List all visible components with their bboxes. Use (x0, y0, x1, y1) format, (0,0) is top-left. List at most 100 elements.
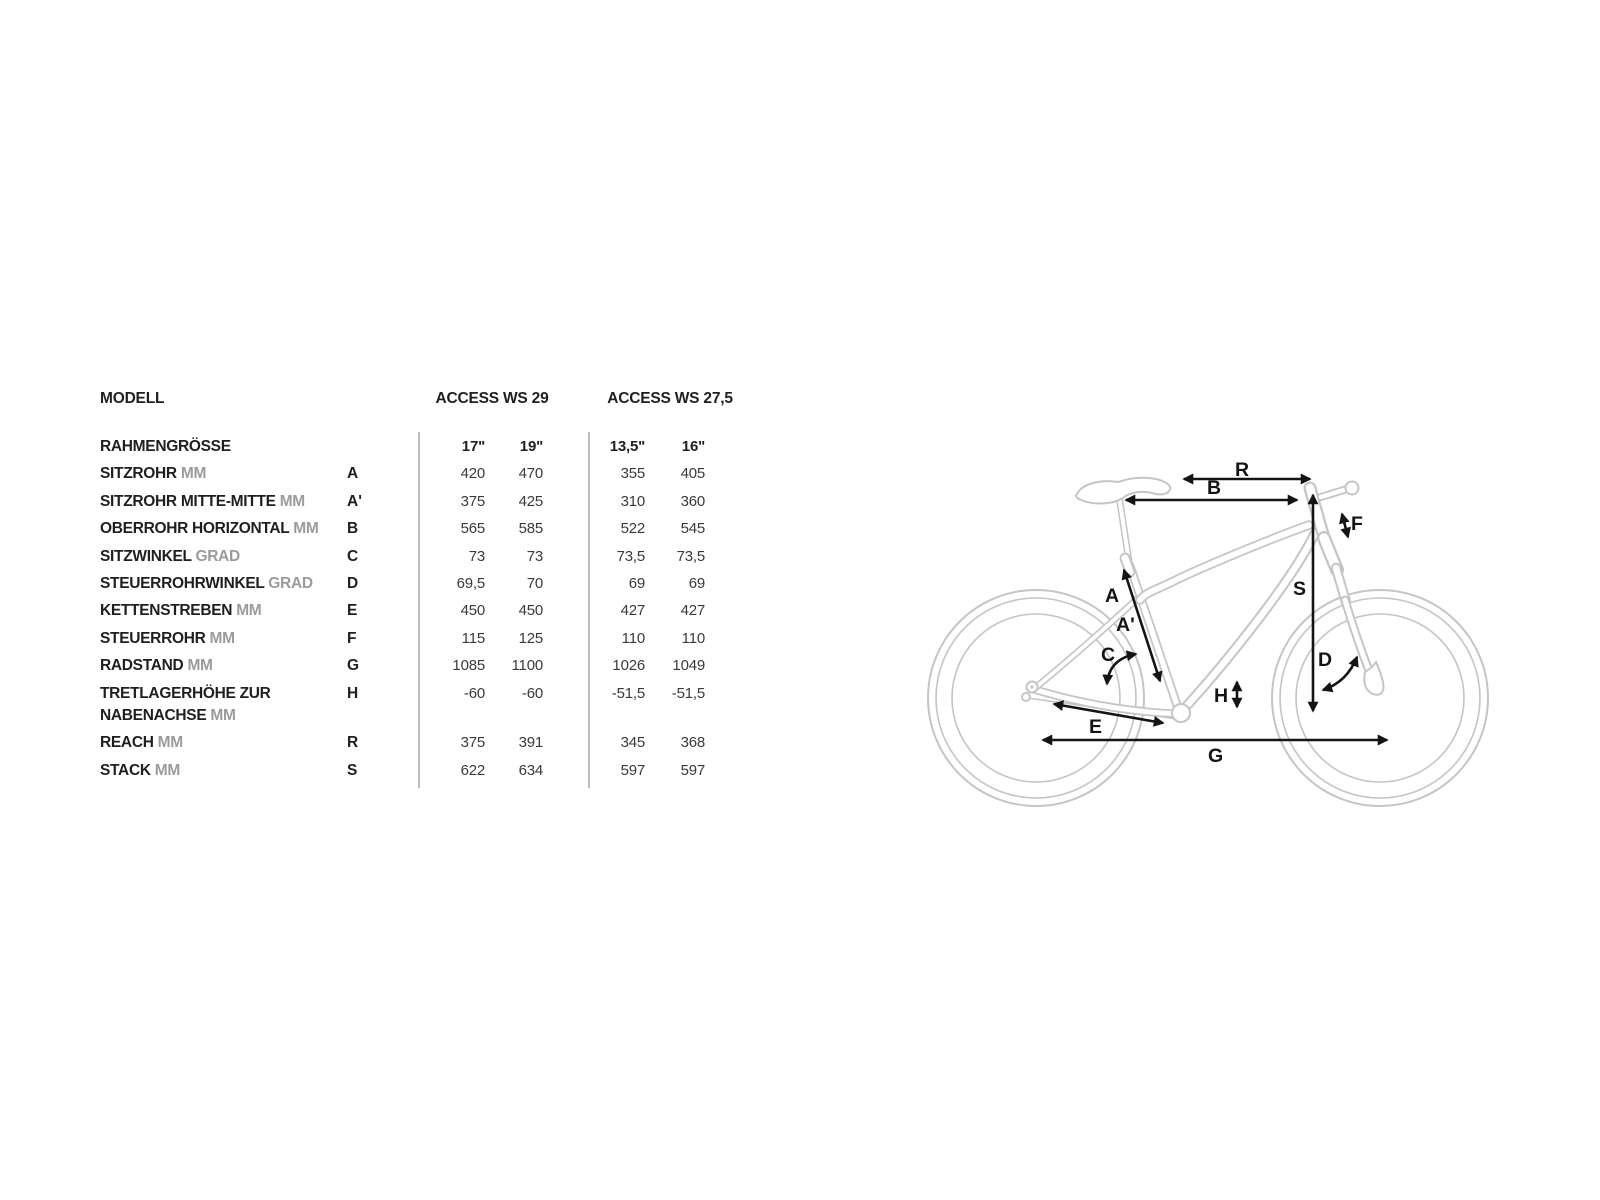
dim-label-r: R (1235, 459, 1249, 481)
dim-arrow-seattube (1121, 568, 1163, 683)
table-row-size: RAHMENGRÖSSE 17" 19" 13,5" 16" (100, 433, 705, 460)
saddle (1075, 476, 1172, 505)
row-value: 115 (461, 629, 486, 647)
row-value: 368 (680, 734, 706, 752)
row-value: 110 (681, 629, 706, 647)
row-label-cell: RADSTAND MM (100, 652, 347, 679)
row-value: 375 (460, 734, 486, 752)
row-unit: MM (209, 629, 236, 647)
dim-arrow-headtube (1339, 512, 1351, 539)
row-value: 522 (620, 520, 646, 538)
row-label-cell: STACK MM (100, 757, 347, 784)
rear-wheel (927, 589, 1145, 807)
row-value: 310 (620, 492, 646, 510)
row-unit: MM (187, 657, 213, 675)
table-row: SITZROHR MM A 420 470 355 405 (100, 460, 705, 487)
model-header: MODELL (100, 390, 165, 407)
row-value: 470 (518, 465, 544, 483)
row-value: -51,5 (671, 684, 705, 702)
size-value: 19" (519, 438, 543, 455)
row-label: STACK (100, 761, 151, 779)
row-value: 622 (460, 761, 486, 779)
row-letter: G (347, 657, 360, 675)
row-label: RADSTAND (100, 657, 184, 675)
bottom-bracket (1171, 703, 1191, 723)
dim-label-h: H (1214, 685, 1228, 707)
bike-frame (1021, 476, 1385, 723)
row-value: -51,5 (611, 684, 645, 702)
table-row: STACK MM S 622 634 597 597 (100, 757, 705, 784)
row-label-cell: KETTENSTREBEN MM (100, 597, 347, 624)
table-row: SITZWINKEL GRAD C 73 73 73,5 73,5 (100, 543, 705, 570)
row-value: 427 (680, 602, 706, 620)
size-value: 16" (681, 438, 705, 455)
dim-label-c: C (1101, 644, 1115, 666)
dim-label-a: A (1105, 585, 1119, 607)
table-row: TRETLAGERHÖHE ZUR NABENACHSE MM H -60 -60… (100, 680, 705, 730)
row-letter: D (347, 574, 359, 592)
group-header-access-ws-27-5: ACCESS WS 27,5 (607, 390, 733, 407)
group-header-access-ws-29: ACCESS WS 29 (435, 390, 549, 407)
row-value: 597 (680, 761, 706, 779)
row-label: REACH (100, 734, 154, 752)
dimension-labels: R B F A A' C S D H E G (1089, 459, 1363, 767)
row-value: 1049 (672, 657, 705, 675)
row-unit: MM (180, 465, 207, 483)
row-label: SITZROHR MITTE-MITTE (100, 492, 276, 510)
row-value: 73 (468, 547, 485, 565)
size-value: 17" (461, 438, 485, 455)
row-letter: R (347, 734, 359, 752)
table-row: REACH MM R 375 391 345 368 (100, 729, 705, 756)
row-unit: GRAD (268, 574, 313, 592)
row-unit: MM (157, 734, 184, 752)
row-value: -60 (521, 684, 543, 702)
bike-diagram-svg: R B F A A' C S D H E G (927, 459, 1489, 807)
table-header-row: MODELL ACCESS WS 29 ACCESS WS 27,5 (100, 390, 733, 407)
table-body: RAHMENGRÖSSE 17" 19" 13,5" 16" SITZROHR … (100, 432, 706, 788)
size-value: 13,5" (609, 438, 646, 455)
row-letter: F (347, 629, 357, 647)
table-row: KETTENSTREBEN MM E 450 450 427 427 (100, 597, 705, 624)
row-letter: A' (347, 492, 362, 510)
table-row: RADSTAND MM G 1085 1100 1026 1049 (100, 652, 705, 679)
dim-arc-seat-angle (1102, 650, 1138, 686)
row-label: STEUERROHRWINKEL (100, 574, 265, 592)
row-value: 565 (460, 520, 486, 538)
row-label: STEUERROHR (100, 629, 206, 647)
row-label: TRETLAGERHÖHE ZUR (100, 684, 271, 702)
dim-label-b: B (1207, 477, 1221, 499)
row-label: OBERROHR HORIZONTAL (100, 520, 290, 538)
row-label-cell: SITZROHR MITTE-MITTE MM (100, 488, 347, 515)
row-unit: MM (293, 520, 319, 538)
row-value: 70 (526, 574, 543, 592)
row-unit: MM (279, 492, 306, 510)
geometry-table: MODELL ACCESS WS 29 ACCESS WS 27,5 RAHME… (100, 390, 733, 790)
row-value: 425 (518, 492, 544, 510)
row-value: 360 (680, 492, 706, 510)
row-value: 420 (460, 465, 486, 483)
row-value: 110 (621, 629, 646, 647)
row-label: KETTENSTREBEN (100, 602, 233, 620)
row-label-line2: NABENACHSE (100, 706, 207, 724)
row-value: 69 (688, 574, 705, 592)
row-value: 597 (620, 761, 646, 779)
dimension-arrows (1041, 473, 1389, 746)
row-label-cell: SITZWINKEL GRAD (100, 543, 347, 570)
row-value: 375 (460, 492, 486, 510)
row-value: 69 (628, 574, 645, 592)
row-label: SITZROHR (100, 465, 177, 483)
table-row: OBERROHR HORIZONTAL MM B 565 585 522 545 (100, 515, 705, 542)
row-label-cell: STEUERROHR MM (100, 625, 347, 652)
row-letter: H (347, 684, 359, 702)
dim-label-s: S (1293, 578, 1306, 600)
column-divider (588, 432, 590, 788)
bike-geometry-diagram: R B F A A' C S D H E G (890, 430, 1510, 870)
row-value: 73,5 (616, 547, 646, 565)
row-value: 391 (518, 734, 544, 752)
table-row: STEUERROHR MM F 115 125 110 110 (100, 625, 705, 652)
handlebar-grip (1344, 480, 1360, 496)
row-value: 1085 (452, 657, 485, 675)
rear-axle-dot (1030, 685, 1034, 689)
table-row: STEUERROHRWINKEL GRAD D 69,5 70 69 69 (100, 570, 705, 597)
row-label-cell: SITZROHR MM (100, 460, 347, 487)
